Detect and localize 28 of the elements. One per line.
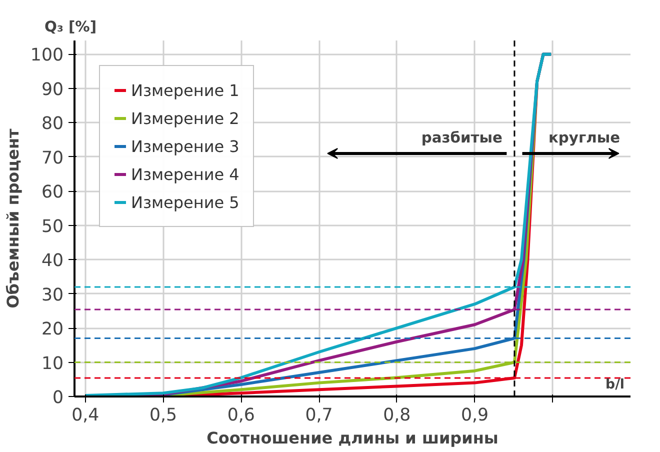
y-tick-label: 30 bbox=[41, 285, 64, 306]
y-axis-title: Объемный процент bbox=[3, 128, 22, 308]
legend-label: Измерение 3 bbox=[131, 136, 240, 156]
y-tick-label: 40 bbox=[41, 251, 64, 272]
y-tick-label: 90 bbox=[41, 80, 64, 100]
y-tick-label: 10 bbox=[41, 354, 64, 374]
x-tick-label: 0,7 bbox=[305, 406, 333, 426]
legend-label: Измерение 2 bbox=[131, 108, 240, 128]
y-tick-label: 100 bbox=[30, 46, 64, 66]
y-tick-label: 80 bbox=[41, 114, 64, 134]
x-tick-label: 0,5 bbox=[149, 406, 178, 426]
x-tick-label: 0,4 bbox=[72, 406, 100, 426]
annotation: b/l bbox=[606, 378, 625, 392]
x-tick-label: 0,6 bbox=[227, 406, 255, 426]
annotation: разбитые bbox=[421, 130, 503, 147]
legend-label: Измерение 5 bbox=[131, 192, 240, 212]
annotation: круглые bbox=[548, 130, 620, 147]
x-tick-label: 0,9 bbox=[460, 406, 489, 426]
legend-label: Измерение 4 bbox=[131, 164, 240, 184]
x-axis-title: Соотношение длины и ширины bbox=[206, 428, 498, 448]
text: Q₃ [%] bbox=[44, 18, 97, 36]
legend-label: Измерение 1 bbox=[131, 80, 240, 100]
y-tick-label: 70 bbox=[41, 148, 64, 168]
y-tick-label: 0 bbox=[52, 388, 64, 408]
y-tick-label: 60 bbox=[41, 182, 64, 203]
y-tick-label: 20 bbox=[41, 320, 64, 340]
x-tick-label: 0,8 bbox=[383, 406, 411, 426]
y-tick-label: 50 bbox=[41, 216, 64, 237]
